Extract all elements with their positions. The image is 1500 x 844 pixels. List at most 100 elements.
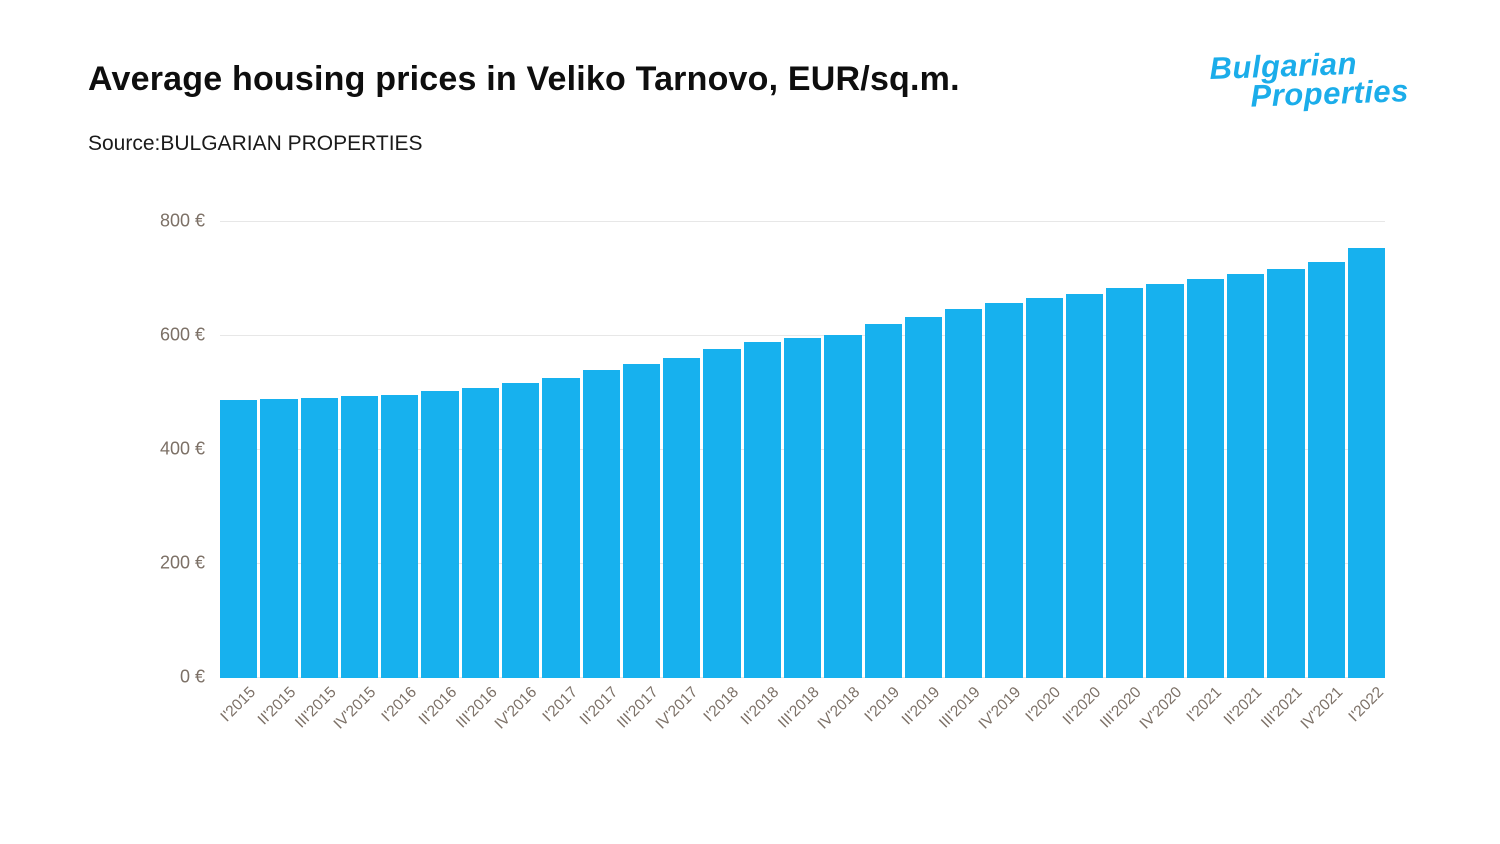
bar-cell: IV'2017 [653,222,702,733]
page-title: Average housing prices in Veliko Tarnovo… [88,60,960,98]
bar-cell: I'2021 [1184,222,1225,725]
bar [945,309,983,678]
x-tick-label: I'2022 [1344,683,1387,726]
bar [340,396,379,678]
x-tick-label: III'2021 [1258,683,1306,732]
bars: I'2015 II'2015 III'2015 IV'2015 I'2016 II'201… [217,222,1387,733]
y-tick-label: 200 € [159,552,205,573]
bar-cell: IV'2016 [492,222,541,733]
x-tick-label: IV'2017 [652,683,702,733]
bar-cell: IV'2018 [814,222,863,733]
bar [703,349,741,678]
bar-cell: IV'2021 [1297,222,1346,733]
bar-cell: II'2019 [899,222,943,728]
bar [300,397,338,678]
bar [1065,293,1104,678]
x-tick-label: III'2020 [1097,683,1145,732]
bar [381,394,419,678]
bar-cell: III'2021 [1258,222,1306,731]
bar-cell: II'2015 [254,222,299,728]
source-label: Source:BULGARIAN PROPERTIES [88,132,423,155]
x-tick-label: II'2017 [576,683,622,729]
bar-cell: III'2019 [936,222,984,731]
bar [783,338,822,678]
y-tick-label: 0 € [179,666,205,687]
bar [904,317,943,678]
bar-cell: I'2017 [539,222,581,725]
bar [260,398,298,678]
x-tick-label: III'2019 [936,683,984,732]
bar [622,363,661,678]
bar [461,388,499,678]
y-tick-label: 400 € [159,438,205,459]
x-tick-label: III'2016 [452,683,501,732]
bar-cell: IV'2019 [975,222,1024,733]
bar [1267,269,1305,678]
gridline: 800 € [160,211,1385,231]
bar-cell: III'2018 [775,222,823,731]
logo-line2: Properties [1249,73,1410,115]
bar-chart: 0 €200 €400 €600 €800 € I'2015 II'2015 III… [160,211,1387,733]
x-tick-label: I'2021 [1183,683,1226,726]
bar-cell: II'2021 [1221,222,1266,728]
bulgarian-properties-logo: Bulgarian Properties [1209,46,1441,115]
x-tick-label: IV'2019 [975,683,1024,733]
bar-cell: III'2015 [292,222,339,731]
bar [582,370,620,678]
y-tick-label: 800 € [159,210,205,231]
bar [1025,298,1063,678]
x-tick-label: III'2017 [613,683,662,732]
x-tick-label: II'2021 [1221,683,1266,729]
bar-cell: I'2016 [378,222,420,725]
bar-cell: III'2016 [453,222,500,731]
x-tick-label: III'2018 [774,683,823,732]
x-tick-label: I'2015 [217,683,259,726]
x-tick-label: I'2017 [539,683,581,726]
bar-cell: IV'2015 [331,222,379,733]
x-tick-label: II'2018 [737,683,783,729]
bar [542,377,580,678]
bar-cell: III'2020 [1097,222,1145,731]
x-tick-label: IV'2021 [1297,683,1347,733]
plot-area: 0 €200 €400 €600 €800 € I'2015 II'2015 III… [160,211,1387,733]
bar-cell: I'2019 [862,222,903,725]
x-tick-label: II'2020 [1059,683,1105,729]
bar [985,302,1023,678]
x-tick-label: I'2018 [700,683,743,726]
bar [1347,247,1386,678]
bar [864,324,902,678]
bar [1106,288,1144,678]
bar-cell: IV'2020 [1136,222,1185,733]
x-tick-label: II'2019 [898,683,944,729]
bar [824,335,862,678]
x-tick-label: I'2019 [861,683,904,726]
y-tick-label: 600 € [159,324,205,345]
bar [421,391,459,678]
bar-cell: II'2017 [577,222,621,728]
bar [1186,279,1225,678]
bar [220,400,258,678]
bar-cell: III'2017 [614,222,661,731]
bar-cell: II'2020 [1060,222,1105,728]
x-tick-label: IV'2016 [491,683,541,733]
bar [663,357,701,678]
bar [501,383,540,678]
bar-cell: II'2018 [738,222,782,728]
bar [1307,262,1345,678]
x-tick-label: IV'2015 [330,683,380,733]
bar [1146,284,1184,678]
bar-cell: I'2020 [1023,222,1064,725]
bar-cell: I'2015 [217,222,259,725]
x-tick-label: II'2016 [415,683,461,729]
bar [1227,273,1265,678]
gridline: 600 € [160,325,1385,345]
bar-cell: I'2022 [1345,222,1387,725]
x-tick-label: II'2015 [254,683,299,729]
x-tick-label: I'2016 [378,683,420,726]
bar-cell: II'2016 [415,222,460,728]
x-tick-label: IV'2018 [814,683,863,733]
x-tick-label: IV'2020 [1136,683,1186,733]
bar-cell: I'2018 [700,222,742,725]
x-tick-label: III'2015 [291,683,340,732]
x-tick-label: I'2020 [1022,683,1065,726]
